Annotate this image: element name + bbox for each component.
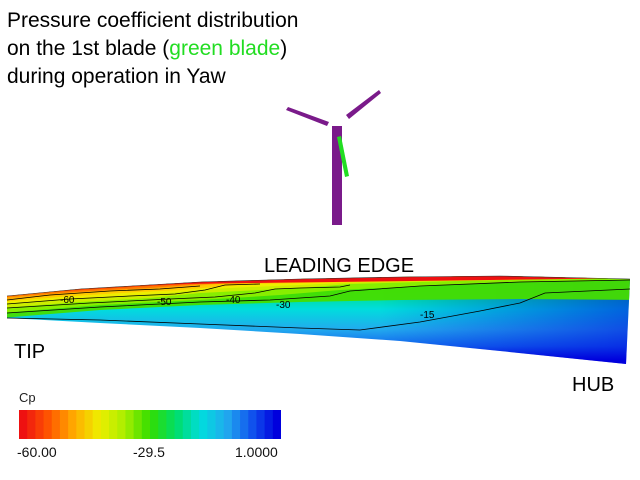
- colorbar-cell: [27, 410, 36, 439]
- contour-line-50: [6, 283, 261, 305]
- colorbar-cell: [207, 410, 216, 439]
- colorbar-cell: [231, 410, 241, 439]
- leading-edge-label: LEADING EDGE: [264, 255, 415, 277]
- colorbar-cell: [174, 410, 184, 439]
- contour-value-labels: -60 -50 -40 -30 -15: [60, 295, 435, 321]
- colorbar-mid-label: -29.5: [133, 444, 165, 460]
- tip-label: TIP: [14, 341, 46, 363]
- title-line-1: Pressure coefficient distribution: [7, 9, 299, 32]
- contour-label-60: -60: [60, 295, 75, 306]
- figure-title: Pressure coefficient distribution on the…: [7, 7, 298, 91]
- colorbar-min-label: -60.00: [17, 444, 57, 460]
- title-line-2-after: ): [280, 37, 288, 60]
- colorbar-cell: [158, 410, 167, 439]
- colorbar-cell: [215, 410, 225, 439]
- colorbar-cell: [150, 410, 159, 439]
- colorbar-cell: [256, 410, 266, 439]
- contour-line-60: [6, 285, 201, 301]
- colorbar-cell: [76, 410, 85, 439]
- colorbar-cell: [43, 410, 53, 439]
- colorbar-cell: [199, 410, 208, 439]
- title-line-3: during operation in Yaw: [7, 65, 226, 88]
- hub-label: HUB: [572, 374, 615, 396]
- title-line-2: on the 1st blade (green blade): [7, 35, 298, 63]
- contour-line-15: [6, 288, 631, 331]
- colorbar-cell: [35, 410, 45, 439]
- title-highlight: green blade: [169, 37, 281, 60]
- colorbar-cell: [272, 410, 281, 439]
- contour-label-30: -30: [276, 300, 291, 311]
- turbine-blade-upper: [346, 90, 381, 119]
- colorbar-cell: [92, 410, 102, 439]
- colorbar-cell: [223, 410, 233, 439]
- blade-outline: [6, 275, 631, 297]
- colorbar-cell: [264, 410, 274, 439]
- turbine-blade-green: [337, 136, 349, 177]
- colorbar-cell: [248, 410, 257, 439]
- colorbar-cell: [141, 410, 151, 439]
- colorbar-cell: [240, 410, 249, 439]
- contour-line-30: [6, 279, 631, 314]
- turbine-tower: [332, 126, 342, 225]
- colorbar-max-label: 1.0000: [235, 444, 278, 460]
- colorbar-cell: [125, 410, 135, 439]
- colorbar-cell: [182, 410, 192, 439]
- title-line-2-before: on the 1st blade (: [7, 37, 170, 60]
- colorbar-cell: [51, 410, 61, 439]
- colorbar-cell: [100, 410, 110, 439]
- contour-label-40: -40: [226, 295, 241, 306]
- colorbar-cell: [109, 410, 118, 439]
- contour-line-40: [6, 284, 351, 309]
- colorbar-title: Cp: [19, 390, 36, 405]
- colorbar-cell: [59, 410, 69, 439]
- turbine-blade-left: [286, 107, 329, 126]
- contour-label-50: -50: [157, 297, 172, 308]
- colorbar: [19, 410, 281, 439]
- wind-turbine: [286, 90, 381, 225]
- colorbar-cell: [190, 410, 200, 439]
- contour-lines: [6, 279, 631, 331]
- colorbar-cell: [166, 410, 176, 439]
- colorbar-cell: [117, 410, 126, 439]
- colorbar-cell: [68, 410, 77, 439]
- colorbar-cell: [84, 410, 94, 439]
- contour-label-15: -15: [420, 310, 435, 321]
- colorbar-cell: [133, 410, 143, 439]
- colorbar-cell: [19, 410, 28, 439]
